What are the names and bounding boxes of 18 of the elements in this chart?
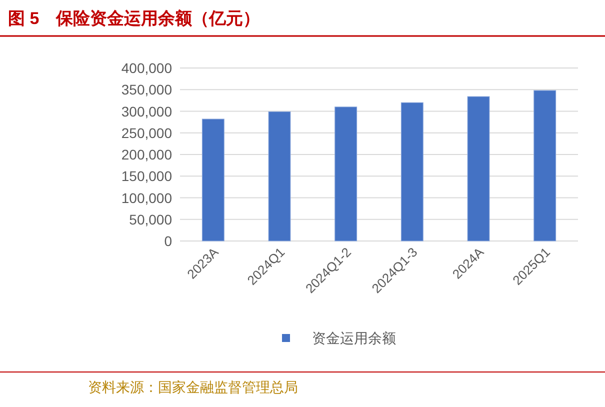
y-tick-label: 300,000 [121,103,172,120]
y-tick-label: 50,000 [129,211,172,228]
text: 资料来源：国家金融监督管理总局 [88,379,298,395]
y-tick-label: 400,000 [121,60,172,76]
legend-label: 资金运用余额 [312,330,396,346]
y-tick-label: 250,000 [121,124,172,141]
y-tick-label: 350,000 [121,82,172,98]
y-tick-label: 100,000 [121,190,172,206]
y-tick-label: 0 [164,233,172,249]
bar [202,118,224,242]
y-tick-label: 200,000 [121,146,172,162]
chart-title: 图 5 保险资金运用余额（亿元） [8,9,260,28]
bar [467,96,490,242]
bar [534,90,556,242]
y-tick-label: 150,000 [121,168,172,184]
bar [400,102,424,242]
bar [268,111,291,242]
bar [334,106,358,242]
